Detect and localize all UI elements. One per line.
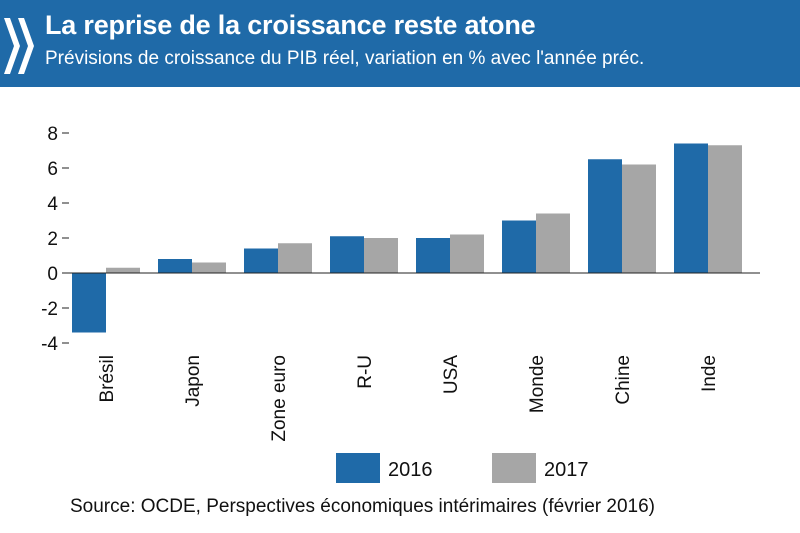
category-label: USA <box>441 355 462 394</box>
y-tick-label: -4 <box>41 334 58 355</box>
y-tick-label: 8 <box>47 124 58 145</box>
category-label: Brésil <box>97 355 118 403</box>
bar-2017-4 <box>450 234 484 273</box>
bar-2017-5 <box>536 213 570 273</box>
category-label: Chine <box>613 355 634 405</box>
legend-swatch-2017 <box>492 453 536 483</box>
bar-2017-0 <box>106 267 140 273</box>
y-tick-label: 2 <box>47 229 58 250</box>
chart-title: La reprise de la croissance reste atone <box>45 10 536 40</box>
y-tick-label: 6 <box>47 159 58 180</box>
bar-2016-2 <box>244 248 278 273</box>
chart-bars <box>72 143 742 333</box>
y-axis: 8 6 4 2 0 -2 -4 <box>41 124 69 355</box>
legend-label: 2017 <box>544 459 589 481</box>
y-tick-label: -2 <box>41 299 58 320</box>
bar-2016-4 <box>416 238 450 273</box>
bar-2016-5 <box>502 220 536 273</box>
y-tick-label: 0 <box>47 264 58 285</box>
bar-2017-2 <box>278 243 312 273</box>
bar-2017-1 <box>192 262 226 273</box>
legend-swatch-2016 <box>336 453 380 483</box>
bar-2016-1 <box>158 259 192 273</box>
bar-2017-6 <box>622 164 656 273</box>
category-label: Japon <box>183 355 204 407</box>
category-labels: Brésil Japon Zone euro R-U USA Monde Chine Inde <box>97 355 720 442</box>
bar-2017-7 <box>708 145 742 273</box>
bar-2016-0 <box>72 273 106 333</box>
y-tick-label: 4 <box>47 194 58 215</box>
chart-subtitle: Prévisions de croissance du PIB réel, va… <box>45 48 645 69</box>
category-label: Inde <box>699 355 720 392</box>
bar-2016-7 <box>674 143 708 273</box>
source-note: Source: OCDE, Perspectives économiques i… <box>70 496 656 517</box>
bar-2016-3 <box>330 236 364 273</box>
category-label: Zone euro <box>269 355 290 442</box>
category-label: R-U <box>355 355 376 389</box>
bar-2016-6 <box>588 159 622 273</box>
legend-label: 2016 <box>388 459 433 481</box>
chart-legend: 2016 2017 <box>336 453 589 483</box>
chart-header: La reprise de la croissance reste atone … <box>0 0 800 87</box>
bar-chart: 8 6 4 2 0 -2 -4 Brésil Japon Zone euro R-U USA Mond… <box>41 124 760 483</box>
bar-2017-3 <box>364 238 398 273</box>
category-label: Monde <box>527 355 548 413</box>
oecd-chevrons-icon <box>4 18 34 74</box>
